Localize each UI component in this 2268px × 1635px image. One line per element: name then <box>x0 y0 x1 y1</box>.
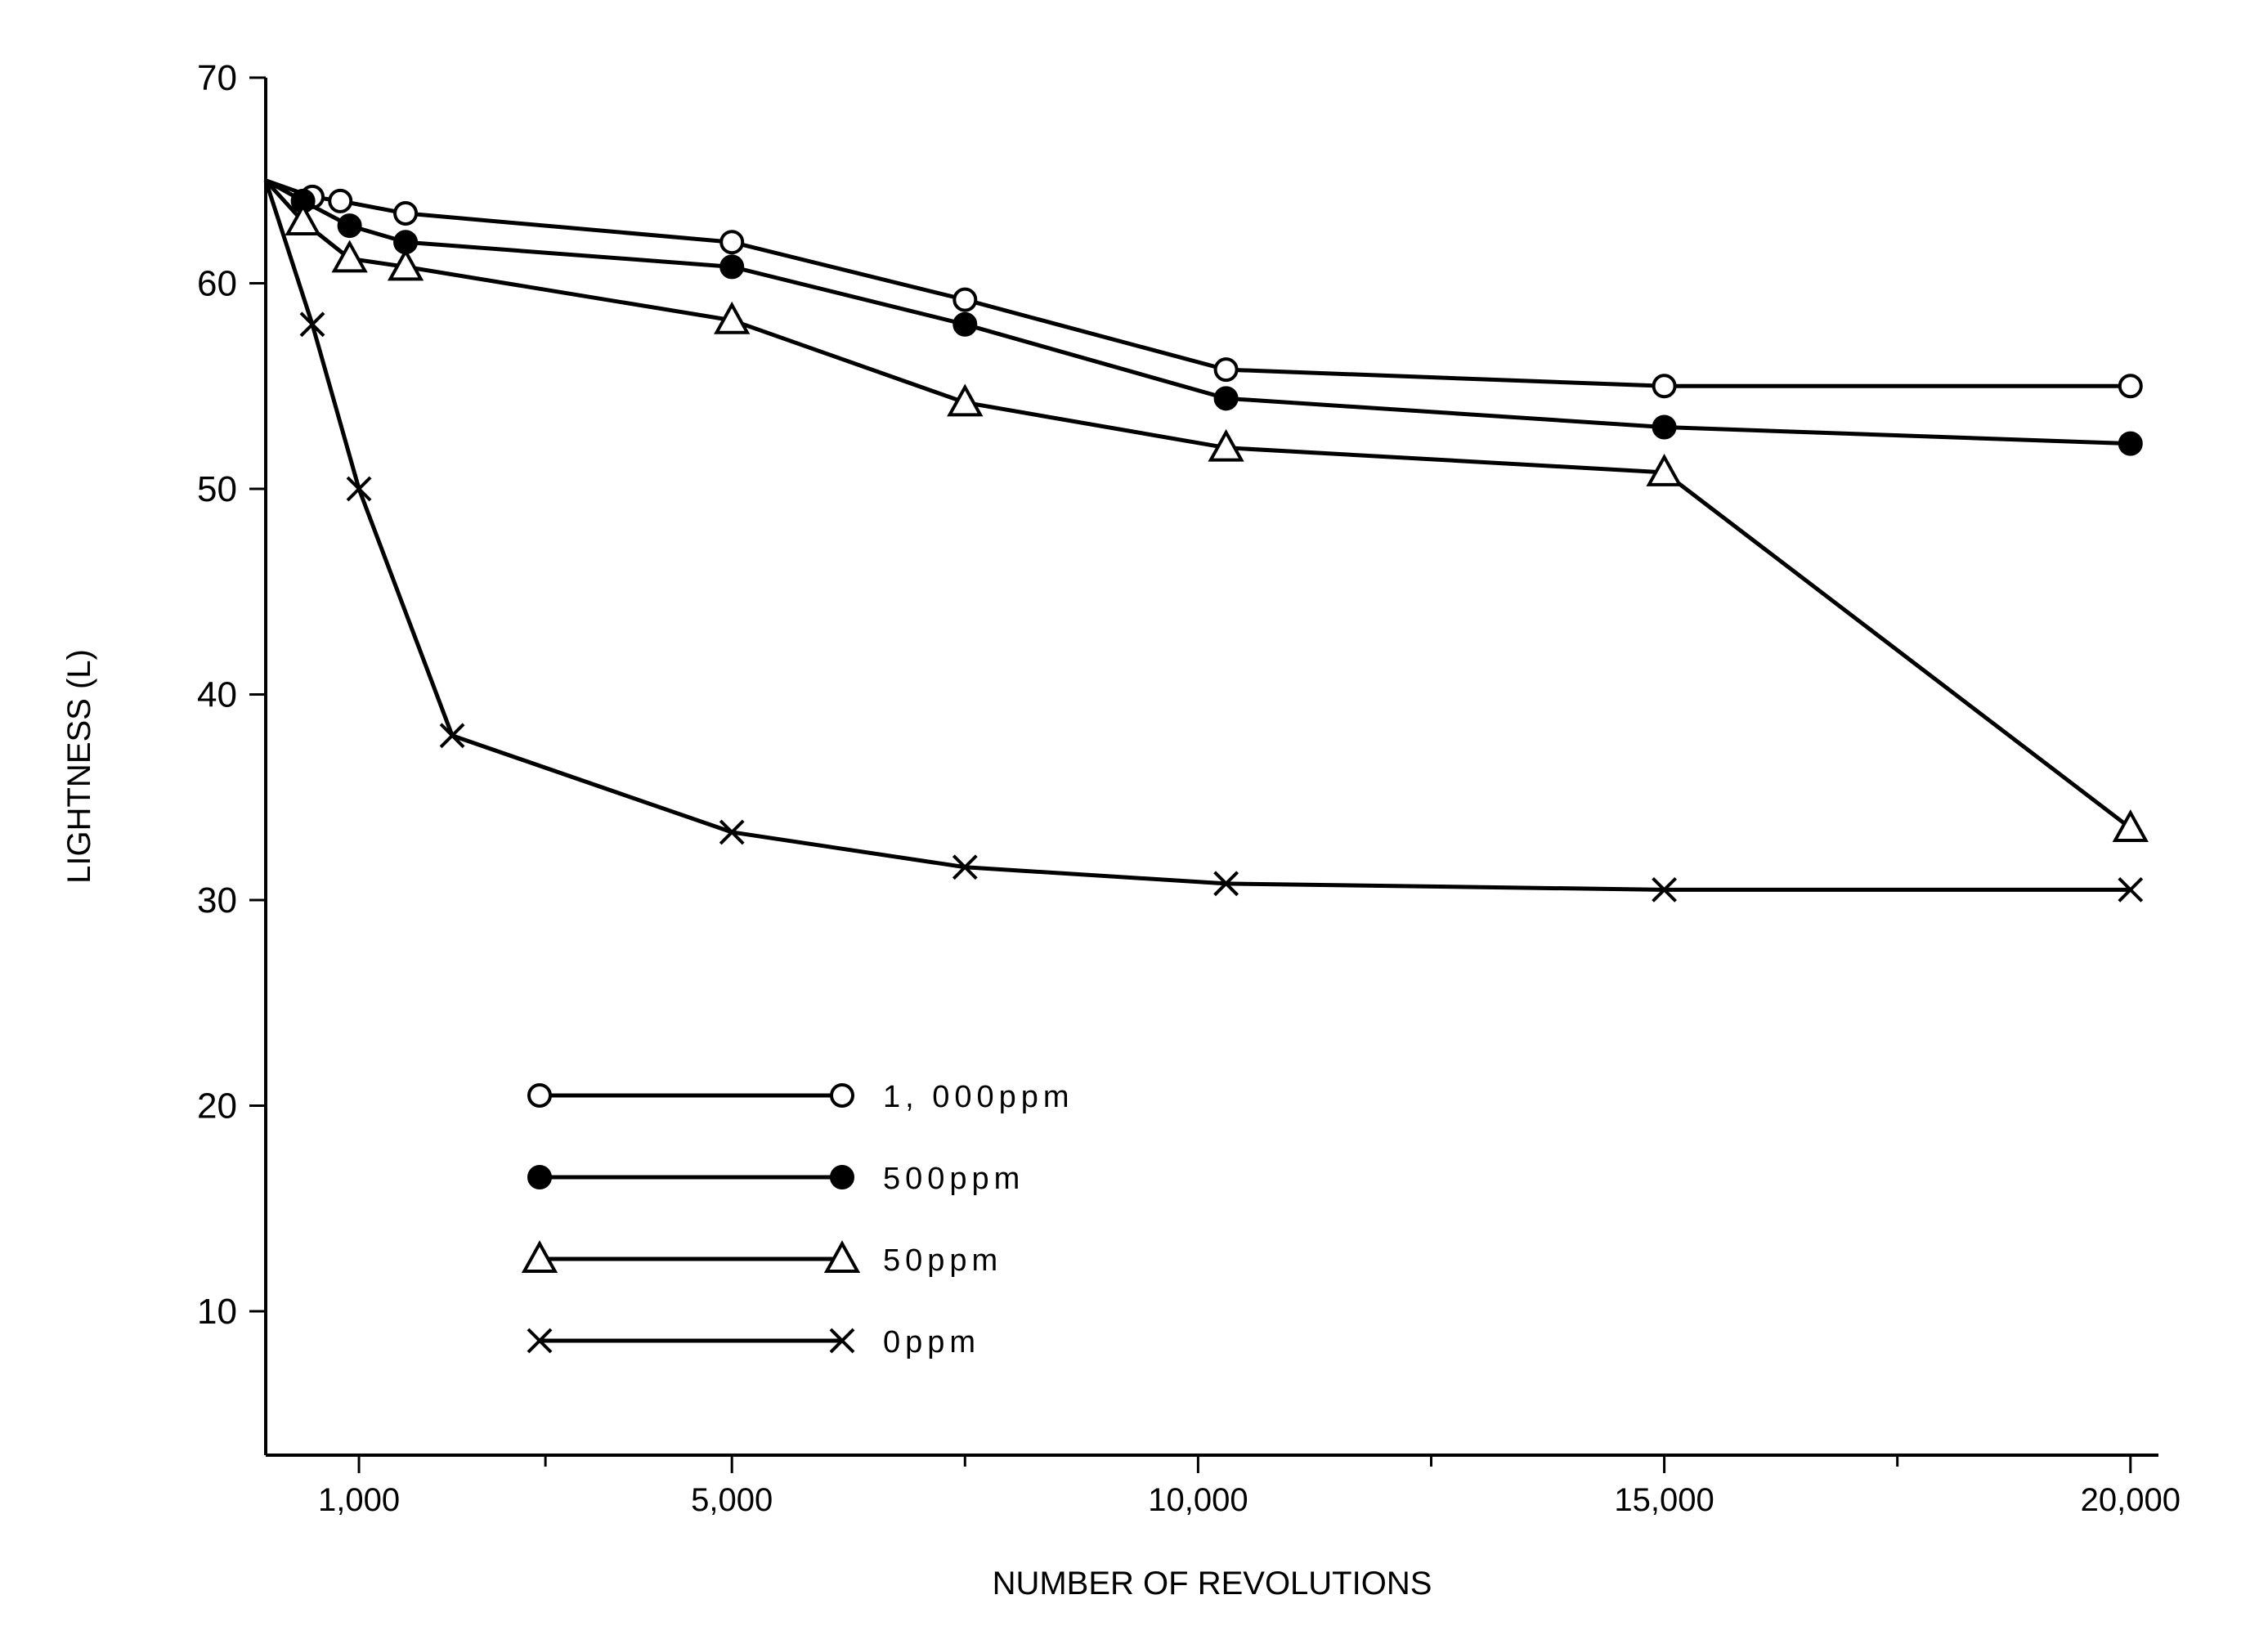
legend-label: 500ppm <box>883 1162 1024 1196</box>
x-tick-label: 20,000 <box>2081 1482 2181 1518</box>
y-tick-label: 70 <box>197 58 237 98</box>
x-axis-label: NUMBER OF REVOLUTIONS <box>993 1566 1432 1601</box>
x-tick-label: 1,000 <box>318 1482 400 1518</box>
legend-label: 0ppm <box>883 1325 980 1360</box>
y-tick-label: 60 <box>197 263 237 303</box>
x-tick-label: 15,000 <box>1614 1482 1714 1518</box>
y-tick-label: 10 <box>197 1292 237 1332</box>
y-tick-label: 30 <box>197 880 237 921</box>
y-tick-label: 40 <box>197 674 237 714</box>
y-tick-label: 50 <box>197 469 237 509</box>
y-axis-label: LIGHTNESS (L) <box>61 649 97 884</box>
x-tick-label: 5,000 <box>691 1482 773 1518</box>
y-tick-label: 20 <box>197 1086 237 1126</box>
lightness-chart: 10 20 30 40 50 60 70 1,000 5,000 10,000 15,000 20,0… <box>0 0 2268 1635</box>
legend-label: 50ppm <box>883 1243 1002 1278</box>
legend-label: 1, 000ppm <box>883 1080 1074 1114</box>
x-tick-label: 10,000 <box>1148 1482 1248 1518</box>
